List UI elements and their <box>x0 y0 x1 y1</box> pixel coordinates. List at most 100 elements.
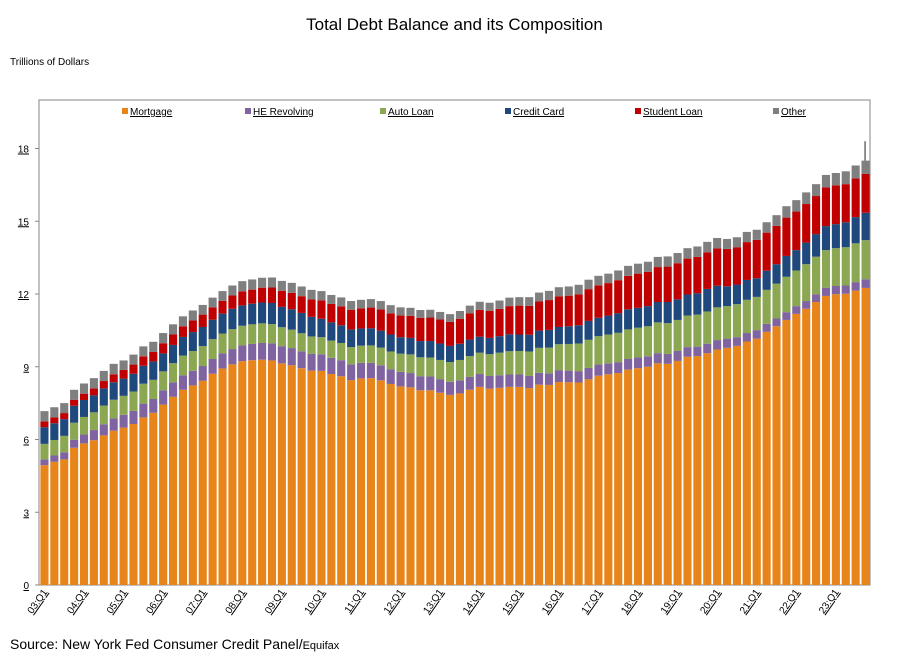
bar-segment-credit-card <box>40 427 49 444</box>
bar-segment-credit-card <box>149 361 158 380</box>
bar-segment-other <box>713 237 722 249</box>
bar-segment-credit-card <box>218 313 227 334</box>
bar-segment-other <box>772 215 781 226</box>
bar-segment-he-revolving <box>455 380 465 394</box>
bar-stack <box>564 286 573 585</box>
bar-segment-mortgage <box>525 388 534 585</box>
bar-segment-mortgage <box>406 387 415 585</box>
bar-segment-auto-loan <box>713 307 722 341</box>
bar-segment-auto-loan <box>614 332 623 363</box>
bar-segment-credit-card <box>574 325 583 344</box>
bar-segment-auto-loan <box>782 276 791 313</box>
bar-segment-auto-loan <box>79 416 89 435</box>
bar-segment-student-loan <box>109 374 118 383</box>
bar-segment-student-loan <box>643 271 652 307</box>
bar-segment-credit-card <box>485 337 494 355</box>
legend-label: Other <box>781 107 807 118</box>
bar-segment-he-revolving <box>732 337 742 346</box>
legend-item-auto-loan: Auto Loan <box>380 107 434 118</box>
x-tick-label: 04:Q1 <box>65 587 90 616</box>
bar-segment-credit-card <box>406 337 415 355</box>
bar-segment-auto-loan <box>624 329 633 359</box>
bar-segment-he-revolving <box>188 370 197 386</box>
bar-segment-mortgage <box>436 392 445 585</box>
bar-segment-other <box>861 160 870 174</box>
bar-segment-student-loan <box>713 248 722 286</box>
bar-segment-auto-loan <box>386 351 395 370</box>
bar-segment-mortgage <box>554 382 563 585</box>
bar-segment-auto-loan <box>812 256 821 295</box>
bar-segment-he-revolving <box>693 346 702 357</box>
bar-segment-auto-loan <box>287 329 296 349</box>
bar-segment-student-loan <box>455 318 465 344</box>
bar-segment-auto-loan <box>752 296 761 331</box>
bar-segment-auto-loan <box>861 240 870 280</box>
source-note: Source: New York Fed Consumer Credit Pan… <box>10 636 339 652</box>
bar-segment-student-loan <box>564 295 573 327</box>
x-tick-label: 08:Q1 <box>224 587 249 616</box>
bar-segment-other <box>445 314 455 322</box>
bar-segment-credit-card <box>347 329 356 348</box>
bar-segment-auto-loan <box>703 311 712 344</box>
bar-stack <box>396 307 405 585</box>
bar-segment-credit-card <box>643 306 652 327</box>
bar-segment-other <box>396 307 405 316</box>
bar-segment-mortgage <box>119 427 128 585</box>
bar-segment-he-revolving <box>574 371 583 383</box>
bar-segment-he-revolving <box>307 353 316 371</box>
bar-stack <box>515 297 524 585</box>
bar-stack <box>673 253 682 585</box>
bar-segment-mortgage <box>287 365 296 585</box>
bar-segment-other <box>594 275 603 286</box>
bar-segment-credit-card <box>841 222 850 248</box>
bar-segment-mortgage <box>475 386 484 585</box>
x-tick-label: 03:Q1 <box>26 587 51 616</box>
bar-segment-student-loan <box>70 399 79 406</box>
bar-segment-mortgage <box>376 380 385 585</box>
bar-segment-he-revolving <box>129 410 138 424</box>
bar-stack <box>139 346 148 585</box>
bar-segment-credit-card <box>584 320 593 340</box>
bar-segment-he-revolving <box>366 362 375 379</box>
y-axis-label: Trillions of Dollars <box>10 57 90 68</box>
bar-segment-auto-loan <box>604 334 613 364</box>
bar-segment-he-revolving <box>782 312 791 320</box>
bar-segment-auto-loan <box>366 345 375 363</box>
bar-stack <box>485 302 494 585</box>
bar-segment-credit-card <box>683 294 692 316</box>
bar-segment-other <box>70 389 79 400</box>
bar-segment-mortgage <box>663 363 672 585</box>
bar-segment-he-revolving <box>426 376 435 391</box>
bar-segment-auto-loan <box>70 422 79 440</box>
x-tick-label: 11:Q1 <box>343 587 367 615</box>
bar-segment-he-revolving <box>535 372 544 385</box>
bar-segment-mortgage <box>366 378 375 585</box>
bar-segment-credit-card <box>703 288 712 312</box>
bar-segment-he-revolving <box>564 370 573 383</box>
bar-stack <box>406 307 415 585</box>
bar-segment-other <box>50 407 59 418</box>
bar-segment-mortgage <box>426 390 435 585</box>
bar-segment-credit-card <box>317 318 326 338</box>
bar-segment-auto-loan <box>208 339 217 359</box>
bar-segment-he-revolving <box>396 371 405 387</box>
legend-label: HE Revolving <box>253 107 314 118</box>
bar-segment-other <box>238 281 247 292</box>
bar-segment-auto-loan <box>693 314 702 347</box>
bar-segment-he-revolving <box>327 357 336 375</box>
bar-segment-auto-loan <box>594 336 603 365</box>
bar-segment-student-loan <box>159 343 168 354</box>
bar-segment-he-revolving <box>584 367 593 380</box>
bar-segment-student-loan <box>762 232 771 271</box>
bar-segment-student-loan <box>337 306 346 326</box>
bar-stack <box>109 363 118 585</box>
y-tick-label: 15 <box>18 217 30 228</box>
bar-segment-mortgage <box>277 363 286 585</box>
bar-stack <box>228 285 237 585</box>
bar-stack <box>347 301 356 585</box>
bar-segment-other <box>544 290 554 301</box>
bar-segment-credit-card <box>802 242 811 265</box>
bar-segment-credit-card <box>772 264 781 284</box>
bar-segment-student-loan <box>614 280 623 314</box>
